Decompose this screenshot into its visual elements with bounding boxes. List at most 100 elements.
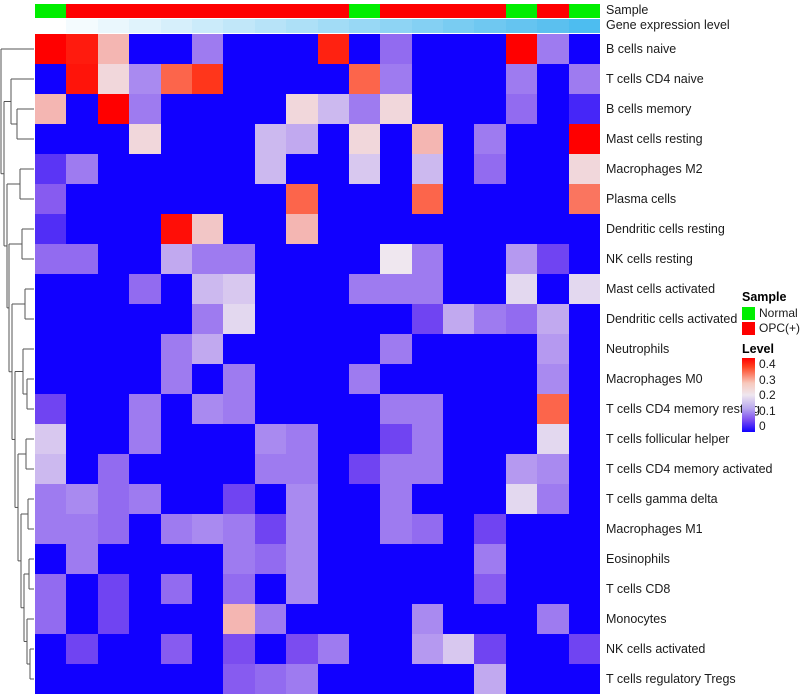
heatmap-cell [568,454,600,484]
heatmap-cell [380,274,412,304]
heatmap-cell [505,244,538,274]
heatmap-cell [568,244,600,274]
legend-item: Normal [742,306,800,320]
heatmap-cell [223,94,255,124]
heatmap-cell [254,574,287,604]
sample-annotation-cell [191,4,224,18]
heatmap-cell [411,544,444,574]
row-label: Dendritic cells resting [606,222,725,236]
heatmap-cell [317,334,349,364]
heatmap-cell [129,634,161,664]
heatmap-cell [35,664,67,694]
heatmap-cell [191,514,224,544]
heatmap-cell [537,304,569,334]
row-label: T cells CD4 memory resting [606,402,760,416]
heatmap-cell [160,274,192,304]
heatmap-cell [286,334,318,364]
heatmap-cell [286,154,318,184]
heatmap-cell [191,214,224,244]
gene-expression-annotation-label: Gene expression level [606,18,730,32]
heatmap-cell [97,634,130,664]
heatmap-cell [317,94,349,124]
legend-panel: Sample Normal OPC(+) Level 0.4 0.3 0.2 0.1 0 [742,291,800,432]
gene-expression-annotation-cell [411,19,444,33]
heatmap-cell [66,214,98,244]
heatmap-cell [505,274,538,304]
heatmap-cell [286,544,318,574]
heatmap-cell [129,244,161,274]
heatmap-cell [160,184,192,214]
heatmap-cell [474,514,506,544]
sample-annotation-cell [66,4,98,18]
heatmap-cell [348,64,381,94]
heatmap-cell [35,244,67,274]
heatmap-cell [191,244,224,274]
heatmap-cell [380,634,412,664]
sample-annotation-cell [348,4,381,18]
heatmap-cell [474,544,506,574]
heatmap-cell [35,94,67,124]
heatmap-cell [411,184,444,214]
heatmap-cell [474,64,506,94]
heatmap-cell [443,94,475,124]
heatmap-cell [223,604,255,634]
heatmap-cell [317,394,349,424]
heatmap-cell [66,244,98,274]
heatmap-cell [129,304,161,334]
heatmap-cell [160,484,192,514]
heatmap-cell [254,214,287,244]
heatmap-cell [66,634,98,664]
heatmap-cell [348,304,381,334]
heatmap-cell [537,394,569,424]
heatmap-cell [348,34,381,64]
heatmap-cell [380,424,412,454]
heatmap-cell [191,664,224,694]
heatmap-cell [254,604,287,634]
sample-annotation-bar [35,4,601,18]
gene-expression-annotation-cell [97,19,130,33]
heatmap-cell [223,394,255,424]
heatmap-cell [129,64,161,94]
heatmap-cell [223,454,255,484]
heatmap-cell [443,514,475,544]
heatmap-cell [474,664,506,694]
heatmap-cell [443,424,475,454]
heatmap-cell [97,34,130,64]
heatmap-cell [537,424,569,454]
row-label: Macrophages M2 [606,162,703,176]
heatmap-cell [35,394,67,424]
legend-label-opc: OPC(+) [759,320,800,335]
colorbar-tick: 0.3 [759,372,776,387]
sample-annotation-label: Sample [606,3,649,17]
heatmap-cell [286,574,318,604]
heatmap-cell [380,184,412,214]
heatmap-cell [254,34,287,64]
heatmap-cell [286,454,318,484]
heatmap-cell [160,394,192,424]
gene-expression-annotation-cell [380,19,412,33]
heatmap-cell [223,544,255,574]
heatmap-cell [223,664,255,694]
heatmap-cell [160,334,192,364]
heatmap-cell [191,634,224,664]
heatmap-cell [568,64,600,94]
heatmap-cell [348,634,381,664]
heatmap-cell [505,514,538,544]
heatmap-cell [537,334,569,364]
heatmap-cell [474,394,506,424]
heatmap-cell [348,184,381,214]
heatmap-cell [66,604,98,634]
heatmap-cell [129,514,161,544]
heatmap-cell [380,154,412,184]
heatmap-cell [537,34,569,64]
heatmap-cell [286,124,318,154]
heatmap-cell [254,484,287,514]
heatmap-cell [66,394,98,424]
heatmap-cell [505,64,538,94]
heatmap-cell [505,154,538,184]
heatmap-cell [380,34,412,64]
heatmap-cell [129,334,161,364]
heatmap-cell [66,304,98,334]
heatmap-cell [443,544,475,574]
heatmap-cell [97,124,130,154]
